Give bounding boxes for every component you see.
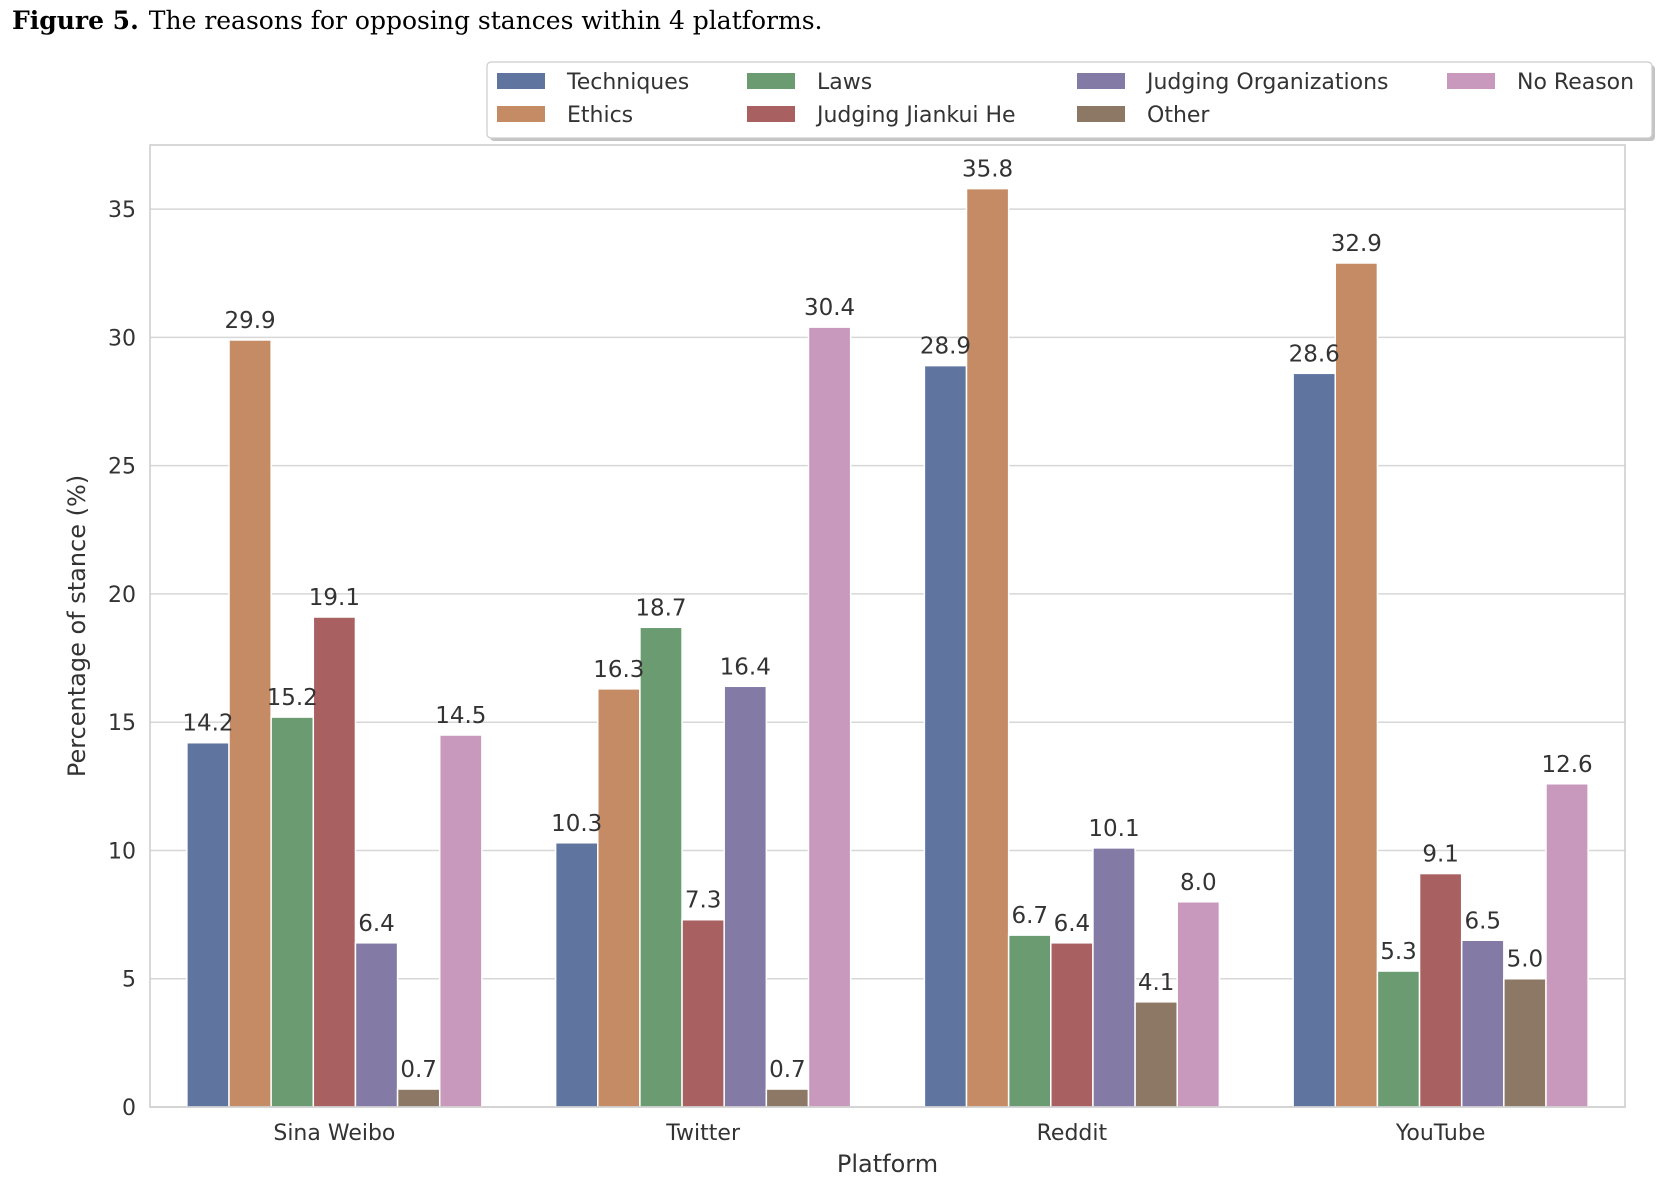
data-label: 28.9 <box>920 334 971 360</box>
y-tick-label: 5 <box>122 968 136 993</box>
bar <box>681 918 725 1108</box>
y-tick-label: 30 <box>108 326 136 351</box>
bars <box>186 187 1589 1108</box>
y-tick-label: 25 <box>108 455 136 480</box>
data-label: 6.5 <box>1464 908 1501 934</box>
legend-label: Ethics <box>567 103 633 128</box>
bar <box>965 187 1010 1108</box>
data-label: 30.4 <box>804 295 855 321</box>
bar <box>1292 372 1337 1108</box>
bar <box>765 1088 810 1108</box>
bar <box>597 688 641 1108</box>
data-label: 12.6 <box>1541 752 1592 778</box>
y-tick-label: 35 <box>108 198 136 223</box>
y-tick-label: 10 <box>108 839 136 864</box>
x-tick-label: Twitter <box>665 1121 741 1146</box>
legend-swatch <box>497 73 545 89</box>
figure-caption: Figure 5. The reasons for opposing stance… <box>12 6 823 35</box>
data-label: 4.1 <box>1138 970 1175 996</box>
bar <box>723 685 768 1108</box>
plot-frame <box>149 144 1626 1108</box>
x-tick-label: Reddit <box>1037 1121 1108 1146</box>
legend-swatch <box>747 73 795 89</box>
bar <box>1503 977 1547 1108</box>
data-label: 8.0 <box>1180 870 1217 896</box>
axis-ticks: 0 5 10 15 20 25 30 35 Sina Weibo Twitter Reddit You… <box>108 198 1485 1146</box>
y-tick-label: 20 <box>108 583 136 608</box>
gridlines <box>150 208 1625 1108</box>
bar <box>639 626 683 1108</box>
legend-label: Techniques <box>566 70 689 95</box>
data-label: 15.2 <box>267 685 318 711</box>
y-tick-label: 0 <box>122 1096 136 1121</box>
legend-label: Judging Organizations <box>1145 70 1388 95</box>
bar <box>1050 942 1094 1108</box>
bar <box>312 616 357 1108</box>
legend-label: Laws <box>817 70 872 95</box>
bar <box>1007 934 1052 1108</box>
data-label: 10.1 <box>1088 816 1139 842</box>
legend: Techniques Ethics Laws Judging Jiankui He Ju… <box>486 61 1655 141</box>
data-label: 7.3 <box>685 888 722 914</box>
legend-swatch <box>747 106 795 122</box>
bar <box>923 364 968 1108</box>
data-label: 32.9 <box>1331 231 1382 257</box>
data-label: 14.2 <box>182 711 233 737</box>
y-axis-label: Percentage of stance (%) <box>63 475 91 777</box>
bar <box>1334 262 1379 1108</box>
x-axis-label: Platform <box>837 1150 938 1178</box>
bar <box>1176 901 1221 1108</box>
data-label: 5.3 <box>1380 939 1417 965</box>
data-label: 6.4 <box>358 911 395 937</box>
data-label: 14.5 <box>435 703 486 729</box>
x-tick-label: YouTube <box>1395 1121 1485 1146</box>
legend-label: Judging Jiankui He <box>815 103 1016 128</box>
data-label: 0.7 <box>400 1057 437 1083</box>
data-label: 28.6 <box>1289 341 1340 367</box>
data-label: 18.7 <box>635 595 686 621</box>
data-label: 16.3 <box>593 657 644 683</box>
bar <box>1092 847 1136 1108</box>
data-label: 9.1 <box>1422 842 1459 868</box>
legend-swatch <box>1077 73 1125 89</box>
data-label: 0.7 <box>769 1057 806 1083</box>
legend-label: No Reason <box>1517 70 1634 95</box>
data-label: 6.7 <box>1011 903 1048 929</box>
bar <box>186 741 230 1108</box>
bar <box>1134 1001 1178 1108</box>
bar <box>438 734 483 1108</box>
legend-swatch <box>497 106 545 122</box>
data-label: 19.1 <box>309 585 360 611</box>
figure-caption-label: Figure 5. <box>12 6 139 35</box>
data-labels: 14.2 29.9 15.2 19.1 6.4 0.7 14.5 10.3 16.3 18.7 7.… <box>182 157 1592 1083</box>
bar <box>228 339 272 1108</box>
bar <box>807 326 852 1108</box>
legend-swatch <box>1077 106 1125 122</box>
data-label: 16.4 <box>720 654 771 680</box>
data-label: 5.0 <box>1507 947 1544 973</box>
bar <box>354 942 399 1108</box>
bar <box>1545 783 1589 1108</box>
bar <box>396 1088 441 1108</box>
legend-label: Other <box>1147 103 1210 128</box>
legend-swatch <box>1447 73 1495 89</box>
bar <box>1418 872 1463 1108</box>
bar <box>554 842 599 1108</box>
bar <box>270 716 315 1108</box>
data-label: 6.4 <box>1054 911 1091 937</box>
figure-caption-text: The reasons for opposing stances within … <box>148 6 823 35</box>
bar <box>1460 939 1505 1108</box>
bar <box>1376 970 1421 1108</box>
data-label: 35.8 <box>962 157 1013 183</box>
data-label: 29.9 <box>224 308 275 334</box>
x-tick-label: Sina Weibo <box>273 1121 395 1146</box>
y-tick-label: 15 <box>108 711 136 736</box>
data-label: 10.3 <box>551 811 602 837</box>
